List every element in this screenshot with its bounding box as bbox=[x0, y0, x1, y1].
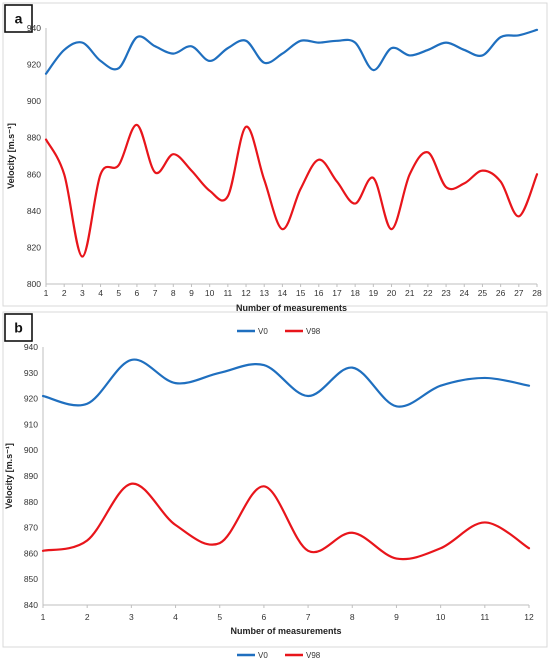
y-tick-label: 910 bbox=[24, 419, 38, 429]
y-axis-title: Velocity [m.s⁻¹] bbox=[6, 123, 16, 189]
series-line-v98 bbox=[41, 482, 531, 561]
x-tick-label: 27 bbox=[514, 288, 524, 298]
x-tick-label: 2 bbox=[85, 612, 90, 622]
legend-label-v0: V0 bbox=[258, 327, 268, 336]
x-tick-label: 4 bbox=[173, 612, 178, 622]
y-tick-label: 900 bbox=[27, 96, 41, 106]
x-tick-label: 18 bbox=[350, 288, 360, 298]
y-tick-label: 930 bbox=[24, 368, 38, 378]
x-tick-label: 9 bbox=[394, 612, 399, 622]
x-tick-label: 11 bbox=[480, 612, 489, 622]
y-tick-label: 920 bbox=[27, 60, 41, 70]
x-tick-label: 7 bbox=[306, 612, 311, 622]
y-tick-label: 860 bbox=[24, 548, 38, 558]
y-tick-label: 880 bbox=[24, 497, 38, 507]
x-tick-label: 19 bbox=[369, 288, 379, 298]
x-tick-label: 10 bbox=[205, 288, 215, 298]
x-tick-label: 8 bbox=[171, 288, 176, 298]
x-tick-label: 5 bbox=[116, 288, 121, 298]
y-tick-label: 840 bbox=[24, 600, 38, 610]
x-tick-label: 24 bbox=[460, 288, 470, 298]
panel-label: a bbox=[15, 11, 23, 27]
y-tick-label: 860 bbox=[27, 169, 41, 179]
y-axis-title: Velocity [m.s⁻¹] bbox=[4, 443, 14, 509]
y-tick-label: 940 bbox=[27, 23, 41, 33]
x-tick-label: 17 bbox=[332, 288, 342, 298]
y-tick-label: 820 bbox=[27, 242, 41, 252]
panel-border bbox=[2, 311, 548, 648]
x-tick-label: 28 bbox=[532, 288, 542, 298]
x-tick-label: 26 bbox=[496, 288, 506, 298]
x-tick-label: 7 bbox=[153, 288, 158, 298]
y-tick-label: 920 bbox=[24, 394, 38, 404]
x-tick-label: 3 bbox=[129, 612, 134, 622]
series-line-v0 bbox=[44, 28, 539, 75]
x-tick-label: 20 bbox=[387, 288, 397, 298]
x-tick-label: 13 bbox=[259, 288, 269, 298]
x-tick-label: 6 bbox=[262, 612, 267, 622]
x-tick-label: 22 bbox=[423, 288, 433, 298]
panel-label-box bbox=[4, 313, 33, 342]
x-tick-label: 23 bbox=[441, 288, 451, 298]
x-tick-label: 6 bbox=[135, 288, 140, 298]
x-tick-label: 16 bbox=[314, 288, 324, 298]
x-tick-label: 25 bbox=[478, 288, 488, 298]
panel-label: b bbox=[14, 320, 23, 336]
legend-label-v98: V98 bbox=[306, 327, 321, 336]
y-tick-label: 900 bbox=[24, 445, 38, 455]
series-line-v0 bbox=[41, 358, 531, 408]
x-axis-title: Number of measurements bbox=[230, 626, 341, 636]
y-tick-label: 840 bbox=[27, 206, 41, 216]
x-axis-title: Number of measurements bbox=[236, 303, 347, 313]
series-line-v98 bbox=[44, 123, 539, 258]
panel-label-box bbox=[4, 4, 33, 33]
x-tick-label: 15 bbox=[296, 288, 306, 298]
y-tick-label: 800 bbox=[27, 279, 41, 289]
x-tick-label: 14 bbox=[278, 288, 288, 298]
x-tick-label: 5 bbox=[217, 612, 222, 622]
y-tick-label: 850 bbox=[24, 574, 38, 584]
panel-border bbox=[2, 2, 548, 307]
x-tick-label: 1 bbox=[44, 288, 49, 298]
y-tick-label: 890 bbox=[24, 471, 38, 481]
y-tick-label: 870 bbox=[24, 523, 38, 533]
x-tick-label: 1 bbox=[41, 612, 46, 622]
x-tick-label: 2 bbox=[62, 288, 67, 298]
y-tick-label: 880 bbox=[27, 133, 41, 143]
x-tick-label: 3 bbox=[80, 288, 85, 298]
legend-label-v0: V0 bbox=[258, 651, 268, 660]
x-tick-label: 12 bbox=[524, 612, 534, 622]
legend-label-v98: V98 bbox=[306, 651, 321, 660]
x-tick-label: 9 bbox=[189, 288, 194, 298]
x-tick-label: 4 bbox=[98, 288, 103, 298]
x-tick-label: 11 bbox=[223, 288, 232, 298]
x-tick-label: 12 bbox=[241, 288, 251, 298]
x-tick-label: 10 bbox=[436, 612, 446, 622]
x-tick-label: 8 bbox=[350, 612, 355, 622]
y-tick-label: 940 bbox=[24, 342, 38, 352]
x-tick-label: 21 bbox=[405, 288, 415, 298]
